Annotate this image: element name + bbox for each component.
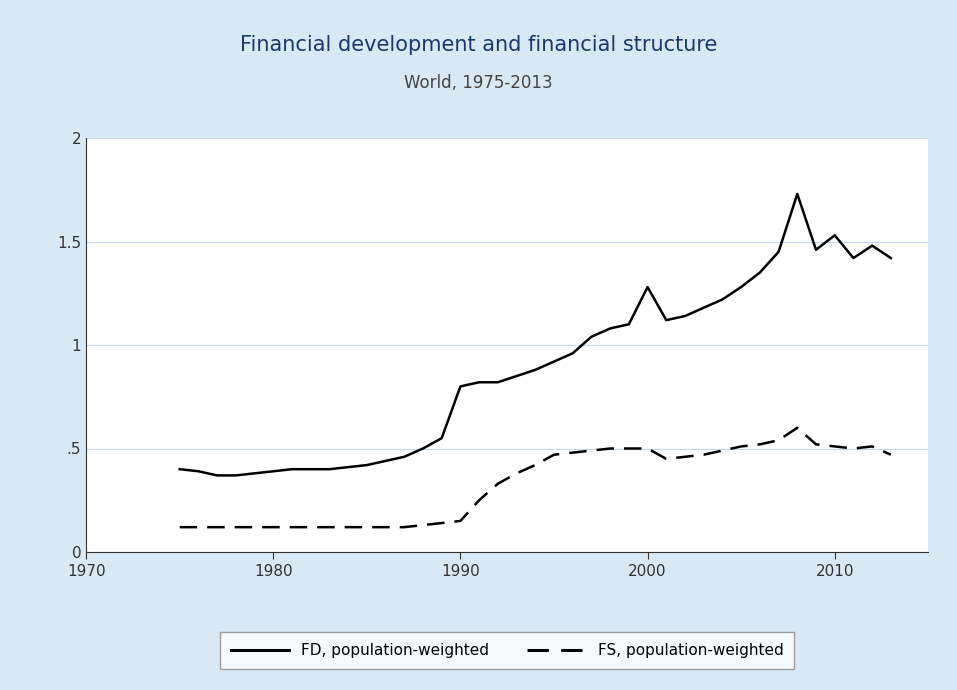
Text: Financial development and financial structure: Financial development and financial stru… (240, 35, 717, 55)
Text: World, 1975-2013: World, 1975-2013 (404, 74, 553, 92)
Legend: FD, population-weighted, FS, population-weighted: FD, population-weighted, FS, population-… (220, 632, 794, 669)
